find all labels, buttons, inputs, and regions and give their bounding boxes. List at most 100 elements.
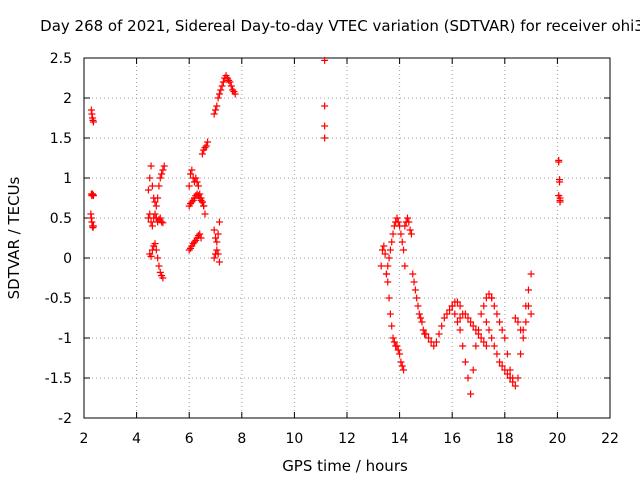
data-point (472, 326, 480, 334)
data-series (144, 210, 167, 230)
data-point (158, 170, 166, 178)
data-point (321, 122, 329, 130)
data-point (196, 230, 204, 238)
data-point (388, 238, 396, 246)
data-point (198, 150, 206, 158)
data-point (556, 198, 564, 206)
data-series (506, 270, 535, 390)
data-point (204, 138, 212, 146)
data-point (389, 334, 397, 342)
data-point (397, 358, 405, 366)
data-point (461, 358, 469, 366)
data-point (419, 326, 427, 334)
x-tick-label: 14 (391, 431, 409, 447)
data-point (198, 198, 206, 206)
data-point (321, 102, 329, 110)
y-tick-label: -0.5 (45, 291, 72, 307)
data-point (202, 142, 210, 150)
data-point (480, 302, 488, 310)
data-point (467, 390, 475, 398)
data-point (217, 86, 225, 94)
data-point (389, 230, 397, 238)
data-point (498, 326, 506, 334)
data-point (155, 182, 163, 190)
data-point (517, 326, 525, 334)
x-axis-label: GPS time / hours (282, 457, 408, 475)
data-point (214, 230, 222, 238)
data-point (219, 78, 227, 86)
data-series (185, 230, 205, 254)
data-point (385, 294, 393, 302)
data-point (490, 342, 498, 350)
data-point (501, 334, 509, 342)
data-point (381, 250, 389, 258)
data-point (226, 78, 234, 86)
data-point (193, 178, 201, 186)
data-point (511, 314, 519, 322)
data-point (210, 110, 218, 118)
data-point (453, 318, 461, 326)
data-point (503, 350, 511, 358)
data-series (185, 190, 208, 210)
data-point (527, 270, 535, 278)
data-point (212, 106, 219, 114)
data-series (146, 240, 167, 282)
data-point (422, 330, 430, 338)
y-tick-label: -1.5 (45, 371, 72, 387)
data-point (475, 330, 482, 338)
data-point (409, 270, 417, 278)
chart-title: Day 268 of 2021, Sidereal Day-to-day VTE… (40, 17, 640, 35)
plot-frame (83, 57, 611, 419)
data-point (527, 310, 535, 318)
data-point (498, 362, 506, 370)
data-point (200, 202, 208, 210)
x-tick-label: 8 (237, 431, 246, 447)
data-point (89, 192, 97, 200)
data-point (556, 176, 564, 184)
data-point (490, 302, 498, 310)
data-point (154, 194, 162, 202)
data-point (154, 254, 162, 262)
data-point (227, 82, 235, 90)
data-point (417, 314, 425, 322)
y-tick-label: 2 (63, 91, 72, 107)
data-point (496, 358, 504, 366)
x-tick-label: 12 (338, 431, 356, 447)
data-series (377, 214, 429, 374)
data-point (158, 218, 166, 226)
data-point (152, 246, 160, 254)
data-point (432, 338, 440, 346)
data-point (218, 82, 226, 90)
data-series (210, 218, 223, 246)
data-point (89, 222, 97, 230)
data-point (151, 198, 159, 206)
data-point (192, 174, 200, 182)
data-point (511, 382, 519, 390)
data-point (524, 286, 532, 294)
data-series (321, 56, 329, 142)
data-point (187, 170, 195, 178)
data-series (87, 210, 97, 232)
data-point (185, 182, 193, 190)
x-tick-label: 18 (496, 431, 514, 447)
data-point (448, 302, 456, 310)
data-point (485, 326, 493, 334)
data-series (87, 106, 97, 126)
data-point (456, 302, 464, 310)
data-point (160, 162, 168, 170)
data-point (89, 118, 97, 126)
data-point (464, 314, 472, 322)
data-series (210, 72, 239, 118)
data-point (215, 90, 223, 98)
data-point (146, 174, 154, 182)
data-series (144, 162, 168, 210)
data-point (517, 350, 525, 358)
data-point (214, 250, 222, 258)
data-point (396, 350, 404, 358)
y-tick-label: 0 (63, 251, 72, 267)
data-point (398, 238, 406, 246)
data-point (461, 310, 469, 318)
y-tick-label: -2 (58, 411, 72, 427)
data-point (522, 318, 530, 326)
